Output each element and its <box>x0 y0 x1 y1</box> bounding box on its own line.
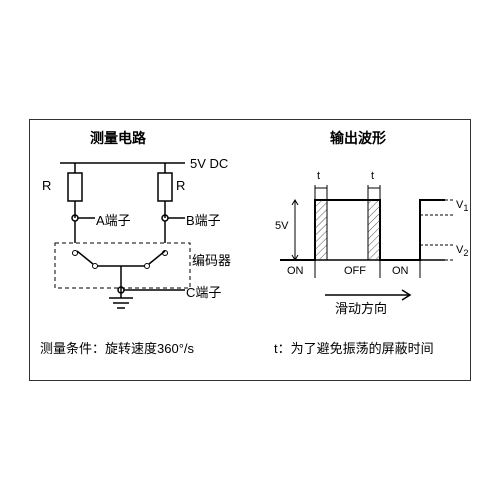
on-2: ON <box>392 265 409 277</box>
level-5v: 5V <box>275 220 288 232</box>
supply-label: 5V DC <box>190 156 228 171</box>
encoder-label: 编码器 <box>192 250 231 269</box>
on-1: ON <box>287 265 304 277</box>
slide-label: 滑动方向 <box>335 298 387 317</box>
waveform-svg <box>270 160 470 320</box>
circuit-title: 测量电路 <box>90 128 146 148</box>
v1-label: V1 <box>456 199 468 213</box>
circuit-svg <box>35 148 255 348</box>
terminal-c: C端子 <box>186 282 221 301</box>
terminal-b: B端子 <box>186 210 221 229</box>
r-left: R <box>42 178 51 193</box>
terminal-a: A端子 <box>96 210 131 229</box>
waveform-title: 输出波形 <box>330 128 386 148</box>
t-label-2: t <box>371 170 374 182</box>
v2-label: V2 <box>456 244 468 258</box>
off: OFF <box>344 265 366 277</box>
r-right: R <box>176 178 185 193</box>
diagram-frame: 测量电路 输出波形 <box>29 119 471 381</box>
note-label: t：为了避免振荡的屏蔽时间 <box>274 338 434 357</box>
t-label-1: t <box>317 170 320 182</box>
condition-label: 测量条件：旋转速度360°/s <box>40 338 194 357</box>
